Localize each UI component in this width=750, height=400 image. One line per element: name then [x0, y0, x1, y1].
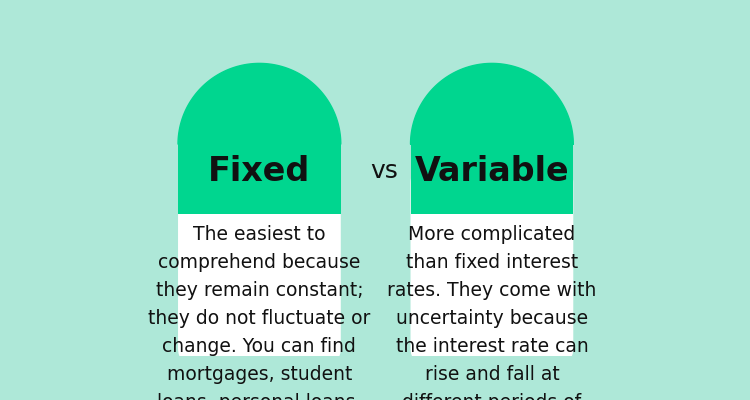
FancyBboxPatch shape	[178, 144, 340, 214]
Polygon shape	[178, 64, 340, 144]
Text: Fixed: Fixed	[209, 155, 310, 188]
Text: vs: vs	[370, 159, 398, 183]
Text: Variable: Variable	[415, 155, 569, 188]
Text: The easiest to
comprehend because
they remain constant;
they do not fluctuate or: The easiest to comprehend because they r…	[148, 225, 370, 400]
FancyBboxPatch shape	[178, 167, 340, 364]
FancyBboxPatch shape	[410, 144, 573, 214]
Polygon shape	[410, 64, 573, 144]
FancyBboxPatch shape	[410, 167, 573, 364]
Text: More complicated
than fixed interest
rates. They come with
uncertainty because
t: More complicated than fixed interest rat…	[387, 225, 596, 400]
